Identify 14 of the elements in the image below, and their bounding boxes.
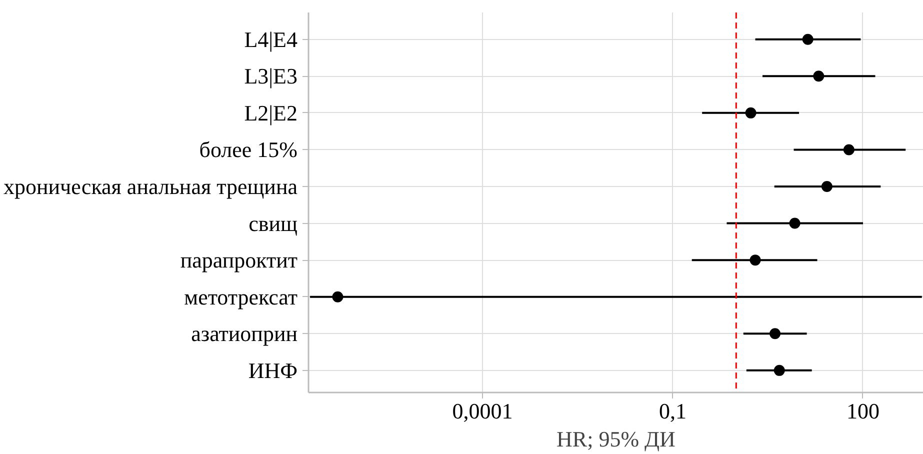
y-tick-label: L3|E3 [244,64,298,89]
y-tick-label: хроническая анальная трещина [4,174,298,199]
x-tick-label: 0,0001 [452,398,513,424]
y-tick-label: азатиоприн [191,321,298,346]
y-tick-label: свищ [248,210,298,236]
y-tick-label: метотрексат [184,284,298,310]
y-tick-label: ИНФ [248,358,298,383]
y-tick-label: L4|E4 [244,26,298,52]
x-axis-title: HR; 95% ДИ [556,426,676,452]
x-tick-label: 100 [846,398,880,424]
x-tick-label: 0,1 [659,398,687,424]
y-tick-label: более 15% [199,137,298,162]
y-tick-label: парапроктит [180,248,298,273]
y-tick-label: L2|E2 [244,100,298,126]
